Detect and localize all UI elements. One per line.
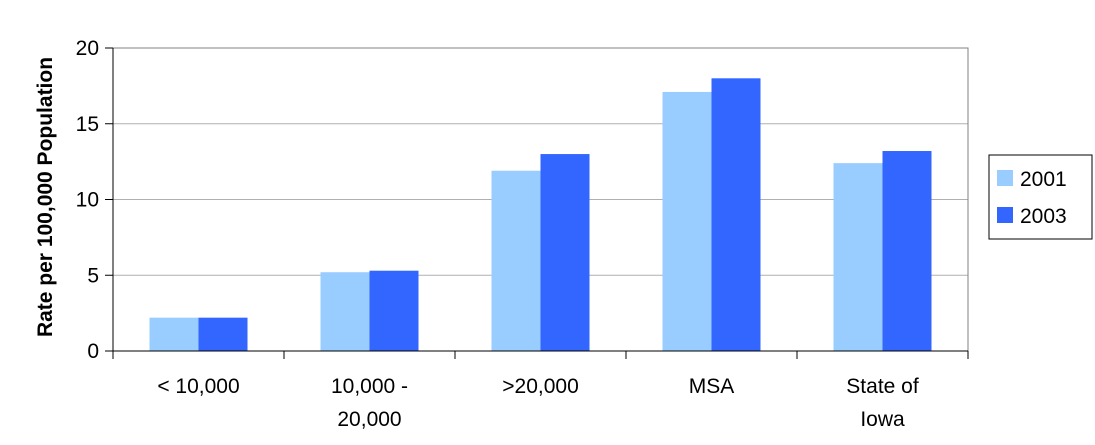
y-tick-label: 0 <box>87 340 99 363</box>
legend-swatch-2001 <box>997 170 1013 186</box>
bar-2001 <box>491 170 541 351</box>
x-tick-label: 10,000 - <box>331 375 408 398</box>
x-tick-label: MSA <box>689 375 735 398</box>
bar-2003 <box>711 78 761 352</box>
x-tick-labels: < 10,000 10,000 - 20,000 >20,000 MSA State of… <box>157 375 919 431</box>
y-tick-label: 15 <box>76 113 99 136</box>
y-tick-label: 10 <box>76 189 99 212</box>
bar-2001 <box>662 91 712 351</box>
legend-label-2003: 2003 <box>1020 205 1067 228</box>
bar-2001 <box>149 317 199 351</box>
bar-2003 <box>369 270 419 351</box>
x-tick-label: >20,000 <box>502 375 579 398</box>
bar-2001 <box>833 163 883 351</box>
x-tick-label: 20,000 <box>337 408 401 431</box>
bar-2003 <box>198 317 248 351</box>
y-tick-label: 5 <box>87 264 99 287</box>
legend-label-2001: 2001 <box>1020 168 1067 191</box>
bar-2003 <box>540 154 590 351</box>
x-tick-label: State of <box>846 375 919 398</box>
x-tick-label: < 10,000 <box>157 375 239 398</box>
axes <box>105 47 969 359</box>
legend: 2001 2003 <box>988 154 1093 240</box>
y-tick-labels: 0 5 10 15 20 <box>76 37 99 363</box>
y-tick-label: 20 <box>76 37 99 60</box>
legend-box <box>988 154 1093 240</box>
bars <box>149 78 932 352</box>
x-tick-label: Iowa <box>860 408 905 431</box>
bar-2003 <box>882 151 932 351</box>
bar-2001 <box>320 272 370 351</box>
legend-swatch-2003 <box>997 207 1013 223</box>
y-axis-label: Rate per 100,000 Population <box>34 57 57 337</box>
